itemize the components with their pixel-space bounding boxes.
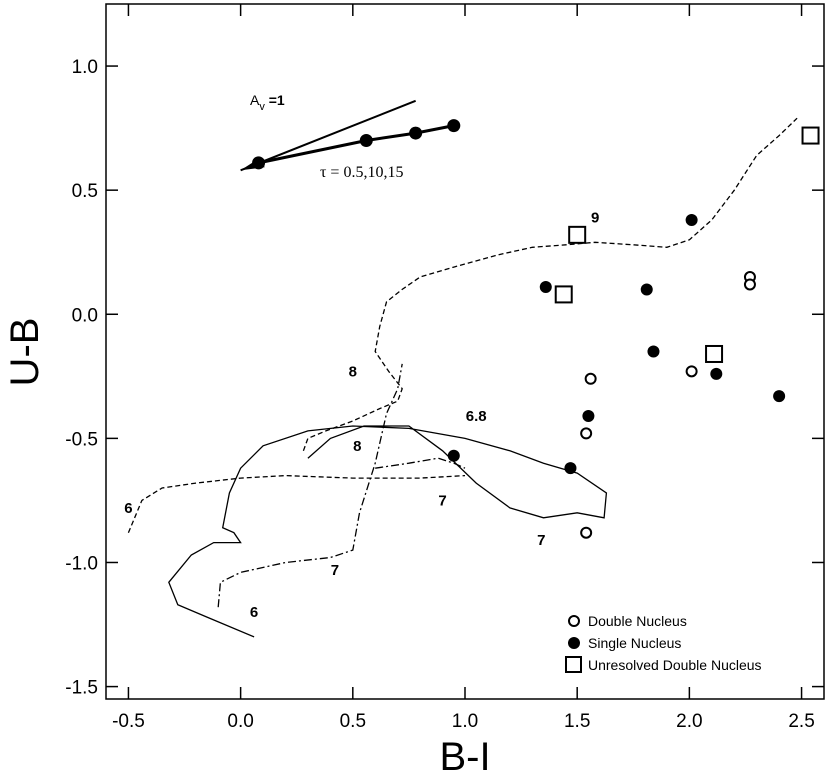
x-tick-label: 2.5 — [788, 711, 814, 732]
track-line-dash-dot — [375, 457, 466, 469]
y-tick-label: 1.0 — [72, 57, 98, 78]
x-tick-label: 0.0 — [227, 711, 253, 732]
single-nucleus-point — [640, 283, 653, 296]
double-nucleus-point — [580, 526, 593, 539]
track-age-label: 6 — [124, 500, 132, 517]
y-tick-label: 0.5 — [72, 181, 98, 202]
single-nucleus-point — [685, 213, 698, 226]
single-nucleus-point — [647, 345, 660, 358]
reddening-vector-line — [240, 99, 417, 172]
y-tick-label: -1.0 — [65, 553, 98, 574]
legend-filled-circle-icon — [568, 637, 580, 649]
legend-label-unresolved-double-nucleus: Unresolved Double Nucleus — [588, 657, 762, 673]
axis-ticks: -0.5 0.0 0.5 1.0 1.5 2.0 2.5 1.0 0.5 0.0 -0.5 -1.0 -… — [65, 4, 824, 732]
x-tick-label: 1.0 — [452, 711, 478, 732]
x-tick-label: 2.0 — [676, 711, 702, 732]
track-line-solid — [168, 425, 608, 638]
legend-open-circle-icon — [568, 615, 580, 627]
track-age-label: 8 — [349, 363, 357, 380]
double-nucleus-point — [584, 372, 597, 385]
track-age-label: 8 — [353, 438, 361, 455]
single-nucleus-point — [539, 280, 552, 293]
model-tracks: 6 9 8 7 8 6 6.8 7 7 — [124, 117, 798, 638]
x-tick-label: 0.5 — [340, 711, 366, 732]
x-axis-title: B-I — [439, 735, 490, 778]
single-nucleus-point — [582, 410, 595, 423]
y-tick-label: -1.5 — [65, 678, 98, 699]
data-points — [447, 126, 820, 539]
track-age-label: 7 — [438, 492, 446, 509]
tau-track-label: τ = 0.5,10,15 — [320, 164, 403, 181]
single-nucleus-point — [447, 449, 460, 462]
track-age-label: 7 — [537, 532, 545, 549]
x-tick-label: -0.5 — [112, 711, 145, 732]
annotations: Av =1 τ = 0.5,10,15 — [240, 92, 461, 181]
unresolved-double-nucleus-point — [705, 344, 724, 363]
y-tick-label: 0.0 — [72, 305, 98, 326]
y-axis-title: U-B — [3, 318, 47, 387]
track-age-label: 9 — [591, 209, 599, 226]
track-age-label: 6.8 — [466, 408, 487, 425]
track-line-dashed — [302, 117, 798, 452]
single-nucleus-point — [564, 462, 577, 475]
single-nucleus-point — [710, 367, 723, 380]
tau-track-point — [359, 134, 373, 148]
track-line-dashed — [127, 474, 466, 533]
reddening-vector-label: Av =1 — [250, 92, 285, 113]
double-nucleus-point — [580, 427, 593, 440]
unresolved-double-nucleus-point — [568, 225, 587, 244]
y-tick-label: -0.5 — [65, 429, 98, 450]
double-nucleus-point — [743, 278, 756, 291]
tau-track-point — [252, 156, 266, 170]
track-age-label: 7 — [331, 562, 339, 579]
legend: Double Nucleus Single Nucleus Unresolved… — [565, 613, 762, 673]
track-line-dash-dot — [217, 363, 403, 608]
legend-label-double-nucleus: Double Nucleus — [588, 613, 687, 629]
unresolved-double-nucleus-point — [554, 285, 573, 304]
tau-track-point — [409, 126, 423, 140]
double-nucleus-point — [685, 365, 698, 378]
tau-track-point — [447, 119, 461, 133]
single-nucleus-point — [773, 390, 786, 403]
legend-open-square-icon — [565, 656, 582, 673]
x-tick-label: 1.5 — [564, 711, 590, 732]
legend-label-single-nucleus: Single Nucleus — [588, 635, 681, 651]
track-age-label: 6 — [250, 604, 258, 621]
unresolved-double-nucleus-point — [801, 126, 820, 145]
tau-track-line — [258, 124, 455, 165]
